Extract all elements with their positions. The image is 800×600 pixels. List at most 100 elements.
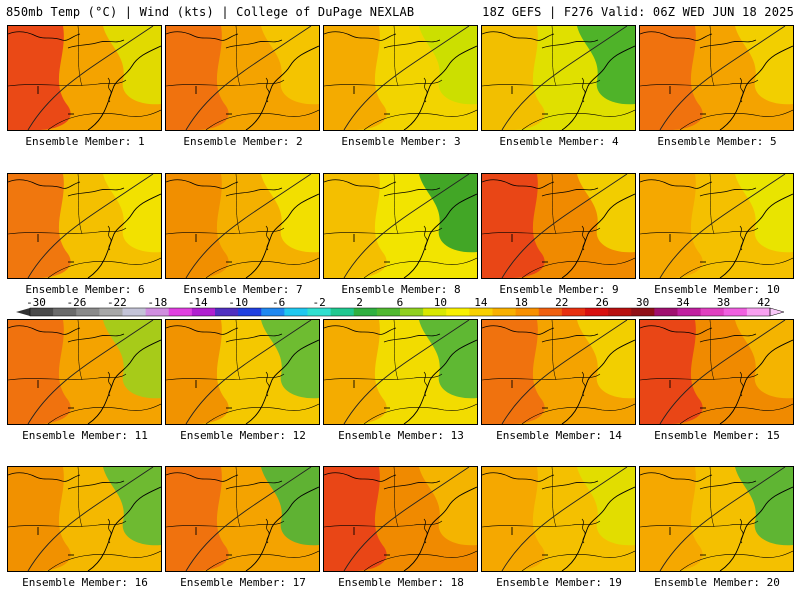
header: 850mb Temp (°C) | Wind (kts) | College o…: [0, 0, 800, 24]
colorbar-swatch: [307, 308, 332, 316]
cool-region: [261, 174, 319, 253]
bay-outline: [265, 371, 270, 397]
lake-outline: [67, 187, 125, 197]
lake-outline: [640, 472, 713, 482]
lake-outline: [225, 480, 283, 490]
state-border: [205, 257, 319, 278]
temperature-map: [324, 320, 477, 424]
bay-outline: [107, 225, 112, 251]
cool-region: [419, 467, 477, 546]
colorbar-swatch: [122, 308, 147, 316]
state-border: [521, 109, 635, 130]
coastline: [87, 486, 161, 571]
isotherm-contour: [343, 467, 470, 571]
cool-region: [103, 174, 161, 253]
bay-outline: [423, 225, 428, 251]
bay-outline: [739, 225, 744, 251]
colorbar-swatch: [261, 308, 285, 316]
coastline: [561, 193, 635, 278]
lake-outline: [225, 187, 283, 197]
isotherm-contour: [27, 174, 154, 278]
lake-outline: [383, 333, 441, 343]
colorbar-swatch: [238, 308, 262, 316]
bay-outline: [107, 371, 112, 397]
state-border: [77, 174, 83, 235]
temperature-map: [166, 26, 319, 130]
isotherm-contour: [185, 26, 312, 130]
coastline: [87, 193, 161, 278]
colorbar-tick-label: 14: [474, 296, 488, 309]
warm-region: [324, 467, 387, 571]
colorbar-swatch: [376, 308, 401, 316]
colorbar-tick-label: 6: [396, 296, 404, 309]
lake-outline: [324, 31, 397, 41]
ensemble-map-panel: [481, 466, 636, 572]
warm-region: [8, 467, 71, 571]
colorbar-swatch: [330, 308, 355, 316]
isotherm-contour: [185, 467, 312, 571]
cool-region: [735, 26, 793, 105]
temperature-map: [482, 26, 635, 130]
lake-outline: [8, 472, 81, 482]
state-border: [77, 320, 83, 381]
warm-region: [640, 320, 703, 424]
coastline: [719, 45, 793, 130]
ensemble-member-caption: Ensemble Member: 3: [341, 135, 461, 148]
colorbar-swatch: [145, 308, 170, 316]
ensemble-member-caption: Ensemble Member: 8: [341, 283, 461, 296]
bay-outline: [265, 225, 270, 251]
colorbar-tick-label: -10: [228, 296, 249, 309]
warm-region: [640, 26, 703, 130]
state-border: [8, 79, 127, 87]
warm-region: [640, 467, 703, 571]
warm-region: [482, 174, 545, 278]
state-border: [393, 467, 399, 528]
state-border: [166, 520, 285, 528]
coastline: [87, 45, 161, 130]
bay-outline: [581, 225, 586, 251]
ensemble-member-caption: Ensemble Member: 4: [499, 135, 619, 148]
run-valid-time: 18Z GEFS | F276 Valid: 06Z WED JUN 18 20…: [482, 5, 794, 19]
lake-outline: [67, 480, 125, 490]
ensemble-member-caption: Ensemble Member: 19: [496, 576, 622, 589]
temperature-map: [324, 26, 477, 130]
lake-outline: [699, 333, 757, 343]
lake-outline: [640, 179, 713, 189]
ensemble-map-panel: [165, 173, 320, 279]
cool-region: [419, 26, 477, 105]
ensemble-map-panel: [7, 25, 162, 131]
coastline: [403, 339, 477, 424]
state-border: [166, 79, 285, 87]
ensemble-member-caption: Ensemble Member: 9: [499, 283, 619, 296]
ensemble-map-panel: [165, 466, 320, 572]
colorbar-swatch: [284, 308, 308, 316]
lake-outline: [166, 31, 239, 41]
cool-region: [103, 467, 161, 546]
bay-outline: [265, 77, 270, 103]
colorbar-tick-label: -6: [272, 296, 286, 309]
ensemble-member-caption: Ensemble Member: 18: [338, 576, 464, 589]
colorbar-swatch: [515, 308, 540, 316]
cool-region: [261, 320, 319, 399]
ensemble-member-caption: Ensemble Member: 12: [180, 429, 306, 442]
lake-outline: [383, 480, 441, 490]
lake-outline: [482, 325, 555, 335]
warm-region: [166, 467, 229, 571]
lake-outline: [541, 187, 599, 197]
coastline: [719, 486, 793, 571]
ensemble-map-panel: [323, 466, 478, 572]
lake-outline: [541, 39, 599, 49]
ensemble-map-panel: [7, 173, 162, 279]
state-border: [235, 174, 241, 235]
state-border: [709, 174, 715, 235]
colorbar-swatch: [30, 308, 54, 316]
ensemble-member-caption: Ensemble Member: 1: [25, 135, 145, 148]
cool-region: [261, 467, 319, 546]
state-border: [205, 550, 319, 571]
state-border: [393, 26, 399, 87]
state-border: [551, 320, 557, 381]
bay-outline: [581, 77, 586, 103]
state-border: [393, 320, 399, 381]
colorbar-tick-label: 42: [757, 296, 771, 309]
ensemble-member-caption: Ensemble Member: 2: [183, 135, 303, 148]
